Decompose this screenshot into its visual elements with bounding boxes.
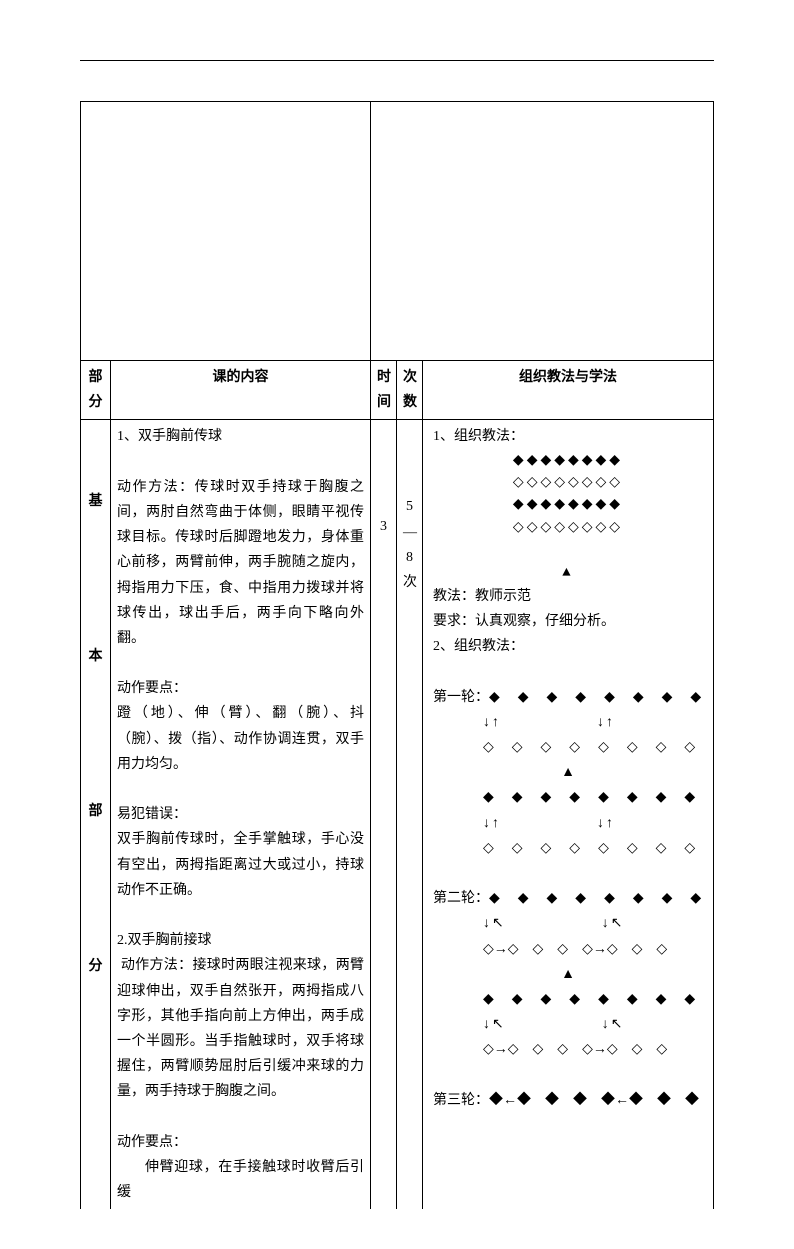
r2-r2: ↓↖ ↓↖ [429,911,707,936]
f1-tri: ▲ [429,562,707,584]
r1-r4: ◆ ◆ ◆ ◆ ◆ ◆ ◆ ◆ [429,785,707,810]
method2-text: 接球时两眼注视来球，两臂迎球伸出，双手自然张开，两拇指成八字形，其他手指向前上方… [117,958,364,1099]
org2-label: 2、组织教法： [429,634,707,659]
method1-text: 传球时双手持球于胸腹之间，两肘自然弯曲于体侧，眼睛平视传球目标。传球时后脚蹬地发… [117,480,364,646]
section-2-title: 2.双手胸前接球 [117,928,364,953]
time-value: 3 [377,424,390,539]
header-row: 部分 课的内容 时间 次数 组织教法与学法 [81,361,714,420]
section-1-title: 1、双手胸前传球 [117,424,364,449]
round2-label: 第二轮： [433,891,489,906]
body-row: 基 本 部 分 1、双手胸前传球 动作方法：传球时双手持球于胸腹之间，两肘自然弯… [81,420,714,1209]
r1-r2: ↓↑ ↓↑ [429,710,707,735]
method2-label: 动作方法： [121,958,193,973]
points-label: 动作要点： [117,676,364,701]
method2: 动作方法：接球时两眼注视来球，两臂迎球伸出，双手自然张开，两拇指成八字形，其他手… [117,953,364,1104]
r2-r5: ↓↖ ↓↖ [429,1012,707,1037]
header-method: 组织教法与学法 [423,361,714,420]
r1-r1: ◆ ◆ ◆ ◆ ◆ ◆ ◆ ◆ [489,690,703,705]
lesson-plan-table: 部分 课的内容 时间 次数 组织教法与学法 基 本 部 分 1、双手胸前传球 [80,101,714,1209]
header-time: 时间 [371,361,397,420]
r1-r3: ◇ ◇ ◇ ◇ ◇ ◇ ◇ ◇ [429,735,707,760]
org1-label: 1、组织教法： [429,424,707,449]
header-count: 次数 [397,361,423,420]
r2-r6: ◇→◇ ◇ ◇ ◇→◇ ◇ ◇ [429,1037,707,1062]
count-3: 8 [403,545,416,570]
part-char-4: 分 [89,954,103,979]
content-cell: 1、双手胸前传球 动作方法：传球时双手持球于胸腹之间，两肘自然弯曲于体侧，眼睛平… [111,420,371,1209]
empty-cell-right [371,102,714,361]
method-text: 教师示范 [475,589,531,604]
f1-r4: ◇◇◇◇◇◇◇◇ [429,517,707,539]
r2-r3: ◇→◇ ◇ ◇ ◇→◇ ◇ ◇ [429,937,707,962]
f1-r2: ◇◇◇◇◇◇◇◇ [429,472,707,494]
points2-text: 伸臂迎球，在手接触球时收臂后引缓 [117,1155,364,1205]
round1-label: 第一轮： [433,690,489,705]
round1: 第一轮：◆ ◆ ◆ ◆ ◆ ◆ ◆ ◆ [429,685,707,710]
f1-r1: ◆◆◆◆◆◆◆◆ [429,450,707,472]
round2: 第二轮：◆ ◆ ◆ ◆ ◆ ◆ ◆ ◆ [429,886,707,911]
r1-r6: ◇ ◇ ◇ ◇ ◇ ◇ ◇ ◇ [429,836,707,861]
part-char-1: 基 [89,489,103,514]
errors-label: 易犯错误： [117,802,364,827]
f1-r3: ◆◆◆◆◆◆◆◆ [429,494,707,516]
points2-label: 动作要点： [117,1130,364,1155]
round3-label: 第三轮： [433,1093,489,1108]
req-text: 认真观察，仔细分析。 [475,614,615,629]
part-char-3: 部 [89,799,103,824]
r2-tri: ▲ [429,962,707,987]
req-label: 要求： [433,614,475,629]
header-content: 课的内容 [111,361,371,420]
count-2: — [403,520,416,545]
method1-label: 动作方法： [117,480,195,495]
method-label: 教法： [433,589,475,604]
errors-text: 双手胸前传球时，全手掌触球，手心没有空出，两拇指距离过大或过小，持球动作不正确。 [117,827,364,903]
teach-method: 教法：教师示范 [429,584,707,609]
part-cell: 基 本 部 分 [81,420,111,1209]
formation-1: ◆◆◆◆◆◆◆◆ ◇◇◇◇◇◇◇◇ ◆◆◆◆◆◆◆◆ ◇◇◇◇◇◇◇◇ ▲ [429,450,707,584]
time-cell: 3 [371,420,397,1209]
method1: 动作方法：传球时双手持球于胸腹之间，两肘自然弯曲于体侧，眼睛平视传球目标。传球时… [117,475,364,651]
empty-top-row [81,102,714,361]
page-container: 部分 课的内容 时间 次数 组织教法与学法 基 本 部 分 1、双手胸前传球 [0,0,794,1249]
points-text: 蹬（地）、伸（臂）、翻（腕）、抖（腕）、拨（指）、动作协调连贯，双手用力均匀。 [117,701,364,777]
header-divider [80,40,714,61]
r1-r5: ↓↑ ↓↑ [429,811,707,836]
teaching-cell: 1、组织教法： ◆◆◆◆◆◆◆◆ ◇◇◇◇◇◇◇◇ ◆◆◆◆◆◆◆◆ ◇◇◇◇◇… [423,420,714,1209]
r3-r1: ◆←◆ ◆ ◆ ◆←◆ ◆ ◆ [489,1093,699,1108]
round3: 第三轮：◆←◆ ◆ ◆ ◆←◆ ◆ ◆ [429,1088,707,1113]
r1-tri: ▲ [429,760,707,785]
header-part: 部分 [81,361,111,420]
teach-req: 要求：认真观察，仔细分析。 [429,609,707,634]
r2-r4: ◆ ◆ ◆ ◆ ◆ ◆ ◆ ◆ [429,987,707,1012]
count-1: 5 [403,494,416,519]
r2-r1: ◆ ◆ ◆ ◆ ◆ ◆ ◆ ◆ [489,891,703,906]
part-char-2: 本 [89,644,103,669]
count-cell: 5 — 8 次 [397,420,423,1209]
count-4: 次 [403,570,416,595]
empty-cell-left [81,102,371,361]
